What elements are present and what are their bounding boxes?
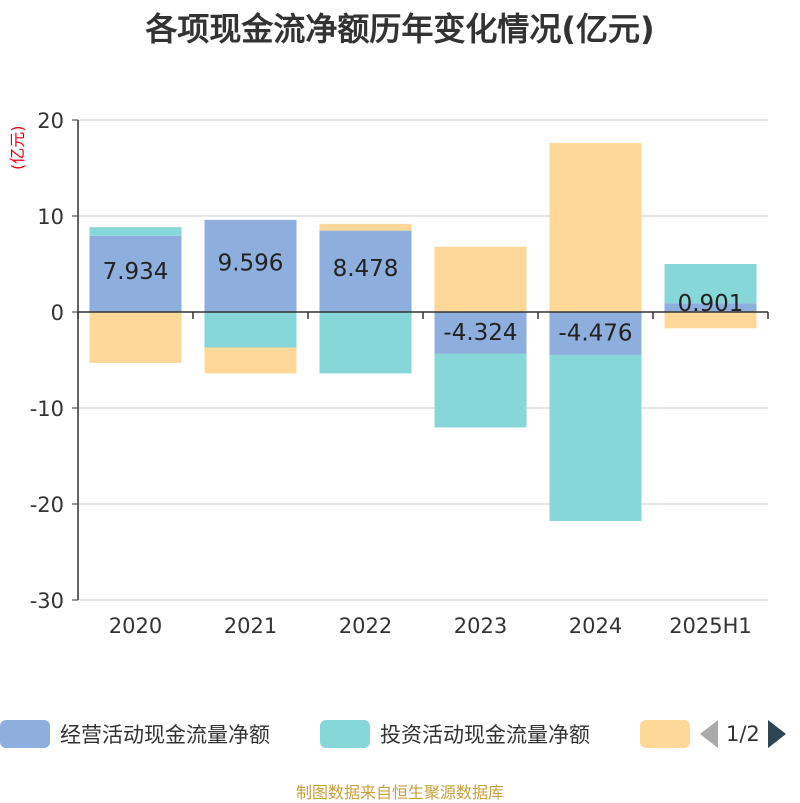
legend-pager: 1/2 [700,716,786,752]
bar-financing [549,143,642,312]
bar-financing [319,223,412,231]
legend-swatch-operating [0,720,50,748]
data-label: 9.596 [218,250,284,276]
bar-investing [664,263,757,304]
data-label: 8.478 [333,256,399,282]
x-tick-label: 2020 [109,614,162,638]
legend-item-operating[interactable]: 经营活动现金流量净额 [0,716,270,752]
bar-financing [204,347,297,374]
bar-investing [89,227,182,236]
legend-item-financing[interactable] [640,716,690,752]
x-tick-label: 2024 [569,614,622,638]
legend-item-investing[interactable]: 投资活动现金流量净额 [320,716,590,752]
bar-chart: 20 10 0 -10 -20 -30 2020 2021 2022 2023 2024 2025H1… [30,109,769,638]
bar-operating [204,219,297,312]
bar-investing [319,312,412,374]
y-tick-label: -10 [30,397,64,421]
bar-financing [434,246,527,312]
legend: 经营活动现金流量净额 投资活动现金流量净额 1/2 [0,716,800,752]
prev-page-icon[interactable] [700,720,718,748]
legend-label-operating: 经营活动现金流量净额 [60,723,270,747]
legend-swatch-financing [640,720,690,748]
legend-swatch-investing [320,720,370,748]
y-tick-label: 10 [37,205,64,229]
y-tick-label: 20 [37,109,64,133]
chart-title: 各项现金流净额历年变化情况(亿元) [145,10,655,48]
y-tick-label: -20 [30,493,64,517]
y-tick-label: -30 [30,589,64,613]
bar-operating [664,303,757,312]
x-tick-label: 2025H1 [669,614,752,638]
bar-operating [319,230,412,312]
data-source-note: 制图数据来自恒生聚源数据库 [295,783,504,802]
legend-label-investing: 投资活动现金流量净额 [380,723,590,747]
data-label: 0.901 [678,291,744,317]
y-tick-label: 0 [51,301,64,325]
bar-operating [89,235,182,312]
bar-operating [549,312,642,355]
bar-financing [89,312,182,363]
bar-investing [434,353,527,428]
bar-investing [204,312,297,348]
x-tick-label: 2023 [454,614,507,638]
bar-operating [434,312,527,354]
bar-investing [549,354,642,522]
data-label: -4.324 [443,320,517,346]
data-label: -4.476 [558,320,632,346]
legend-page-indicator: 1/2 [726,722,760,746]
x-tick-label: 2022 [339,614,392,638]
bar-financing [664,312,757,329]
x-tick-label: 2021 [224,614,277,638]
next-page-icon[interactable] [767,720,786,748]
data-label: 7.934 [103,259,169,285]
